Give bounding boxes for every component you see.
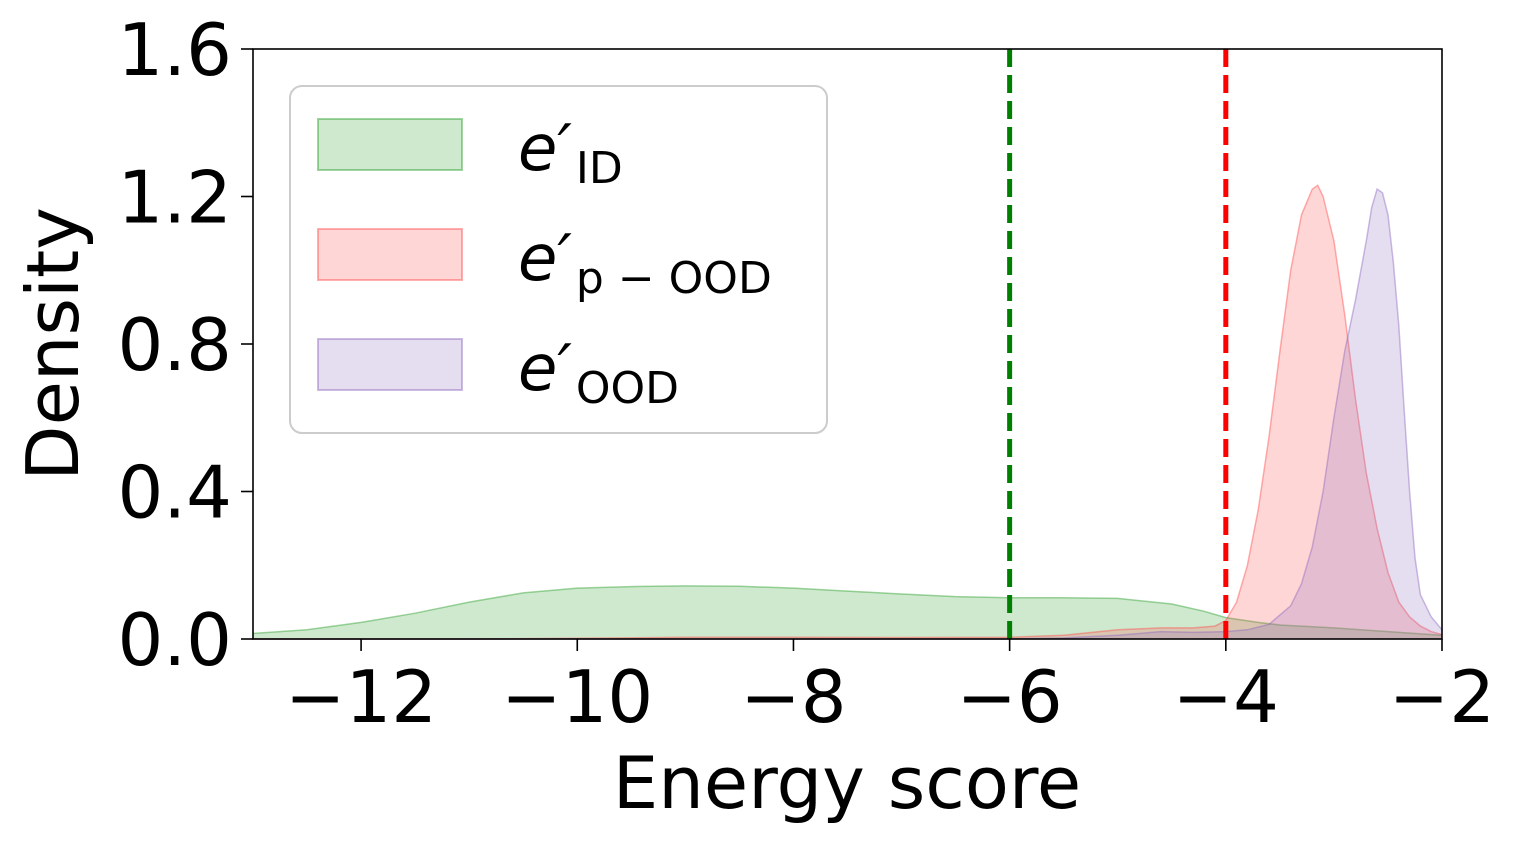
legend-label-id: e′ID — [518, 112, 623, 194]
legend-swatch-ood — [317, 338, 463, 391]
y-tick-label: 0.8 — [117, 303, 232, 387]
legend: e′ID e′p − OOD e′OOD — [289, 85, 828, 434]
threshold-lines — [1007, 49, 1229, 639]
legend-swatch-pood — [317, 228, 463, 281]
area-id — [253, 585, 1442, 639]
x-tick-label: −6 — [957, 655, 1063, 739]
area-ood — [253, 189, 1442, 639]
curve-id — [252, 585, 1443, 637]
x-tick-label: −2 — [1389, 655, 1495, 739]
legend-label-pood: e′p − OOD — [518, 222, 772, 304]
curve-ood — [253, 187, 1443, 640]
legend-frame — [289, 85, 828, 434]
x-axis-ticks: −12 −10 −8 −6 −4 −2 — [285, 639, 1495, 739]
y-axis-label: Density — [11, 207, 95, 481]
y-tick-label: 0.4 — [117, 451, 232, 535]
y-tick-label: 1.2 — [117, 156, 232, 240]
legend-swatch-id — [317, 118, 463, 171]
x-tick-label: −4 — [1173, 655, 1279, 739]
x-tick-label: −10 — [501, 655, 653, 739]
x-axis-label: Energy score — [613, 741, 1081, 825]
y-tick-label: 0.0 — [117, 598, 232, 682]
y-axis-ticks: 0.0 0.4 0.8 1.2 1.6 — [117, 8, 253, 682]
density-areas — [252, 184, 1443, 640]
x-tick-label: −12 — [285, 655, 437, 739]
legend-label-ood: e′OOD — [518, 332, 679, 414]
x-tick-label: −8 — [740, 655, 846, 739]
y-tick-label: 1.6 — [117, 8, 232, 92]
curve-pood — [253, 184, 1443, 640]
area-pood — [253, 185, 1442, 639]
